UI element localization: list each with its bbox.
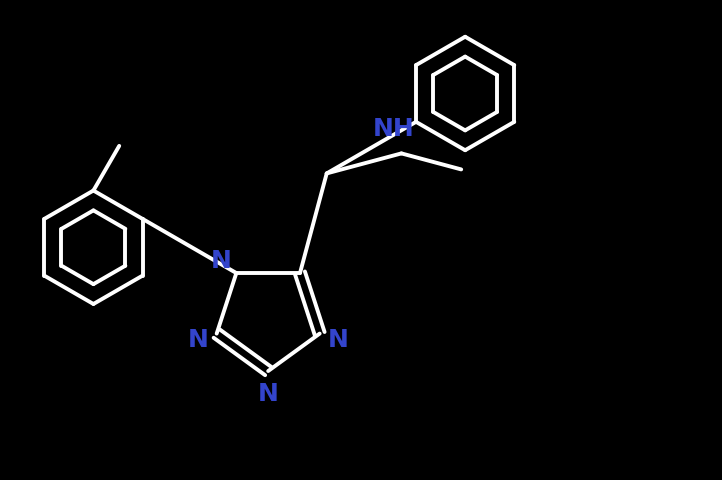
Text: N: N	[210, 249, 231, 273]
Text: NH: NH	[373, 116, 414, 140]
Text: N: N	[258, 381, 279, 405]
Text: N: N	[327, 327, 348, 351]
Text: N: N	[188, 327, 209, 351]
